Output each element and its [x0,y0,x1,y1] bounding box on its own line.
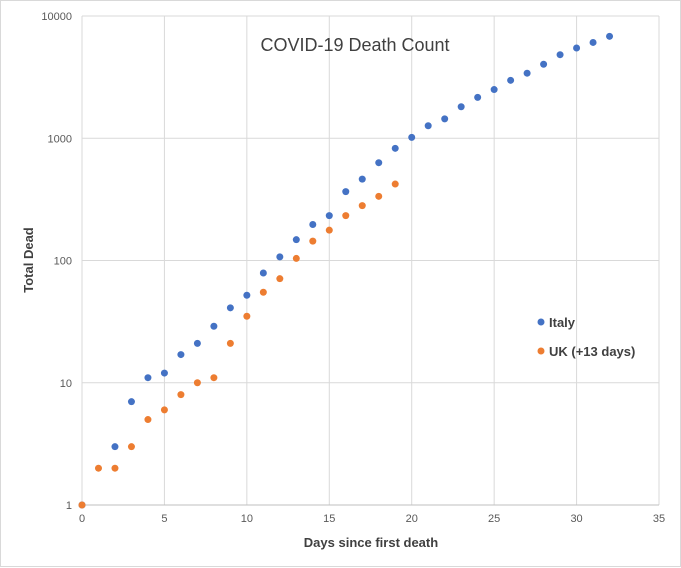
data-point-uk [226,339,234,347]
data-point-uk [78,501,86,509]
data-point-italy [408,133,416,141]
data-point-italy [375,159,383,167]
data-point-italy [424,122,432,130]
data-point-italy [325,212,333,220]
x-tick-label: 0 [79,513,85,525]
data-point-italy [540,60,548,68]
data-point-italy [309,221,317,229]
tick-labels: 0 5 10 15 20 25 30 35 1 10 100 1000 10000 [41,11,665,525]
data-point-italy [474,93,482,101]
data-point-italy [556,51,564,59]
data-point-uk [375,192,383,200]
data-point-uk [276,275,284,283]
data-point-italy [589,38,597,46]
x-tick-label: 5 [161,513,167,525]
x-tick-label: 10 [241,513,253,525]
data-point-uk [243,312,251,320]
data-point-italy [358,175,366,183]
x-tick-label: 30 [570,513,582,525]
data-point-uk [342,212,350,220]
data-point-italy [144,374,152,382]
chart-title: COVID-19 Death Count [260,35,449,55]
data-point-italy [441,115,449,123]
data-point-italy [457,103,465,111]
y-axis-title: Total Dead [21,227,36,293]
x-axis-title: Days since first death [304,535,438,550]
legend-marker-italy [537,318,545,326]
y-tick-label: 10000 [41,11,72,23]
y-tick-label: 100 [54,256,72,268]
data-point-italy [210,322,218,330]
data-point-uk [111,464,119,472]
data-point-uk [144,416,152,424]
x-tick-label: 15 [323,513,335,525]
data-point-uk [193,379,201,387]
data-point-italy [523,69,531,77]
data-point-uk [325,226,333,234]
data-point-italy [111,443,119,451]
data-point-uk [259,288,267,296]
data-point-italy [127,398,135,406]
data-point-italy [391,144,399,152]
data-point-italy [490,86,498,94]
data-point-uk [309,237,317,245]
data-point-uk [177,391,185,399]
data-point-italy [342,188,350,196]
data-point-uk [292,254,300,262]
data-point-italy [606,32,614,40]
data-point-uk [160,406,168,414]
legend: Italy UK (+13 days) [537,315,635,359]
y-tick-label: 10 [60,378,72,390]
data-point-italy [243,291,251,299]
legend-label-italy: Italy [549,315,576,330]
data-point-uk [391,180,399,188]
data-point-italy [160,369,168,377]
data-point-italy [292,236,300,244]
gridlines [81,15,660,506]
x-tick-label: 35 [653,513,665,525]
data-point-italy [193,339,201,347]
data-point-uk [358,202,366,210]
data-point-italy [177,351,185,359]
y-tick-label: 1 [66,500,72,512]
data-point-italy [276,253,284,261]
data-point-italy [226,304,234,312]
y-tick-label: 1000 [48,133,72,145]
legend-marker-uk [537,347,545,355]
data-point-italy [259,269,267,277]
data-points [78,32,614,509]
x-tick-label: 20 [406,513,418,525]
data-point-uk [94,464,102,472]
data-point-italy [573,44,581,52]
data-point-uk [127,443,135,451]
data-point-uk [210,374,218,382]
legend-label-uk: UK (+13 days) [549,344,635,359]
x-tick-label: 25 [488,513,500,525]
data-point-italy [507,76,515,84]
